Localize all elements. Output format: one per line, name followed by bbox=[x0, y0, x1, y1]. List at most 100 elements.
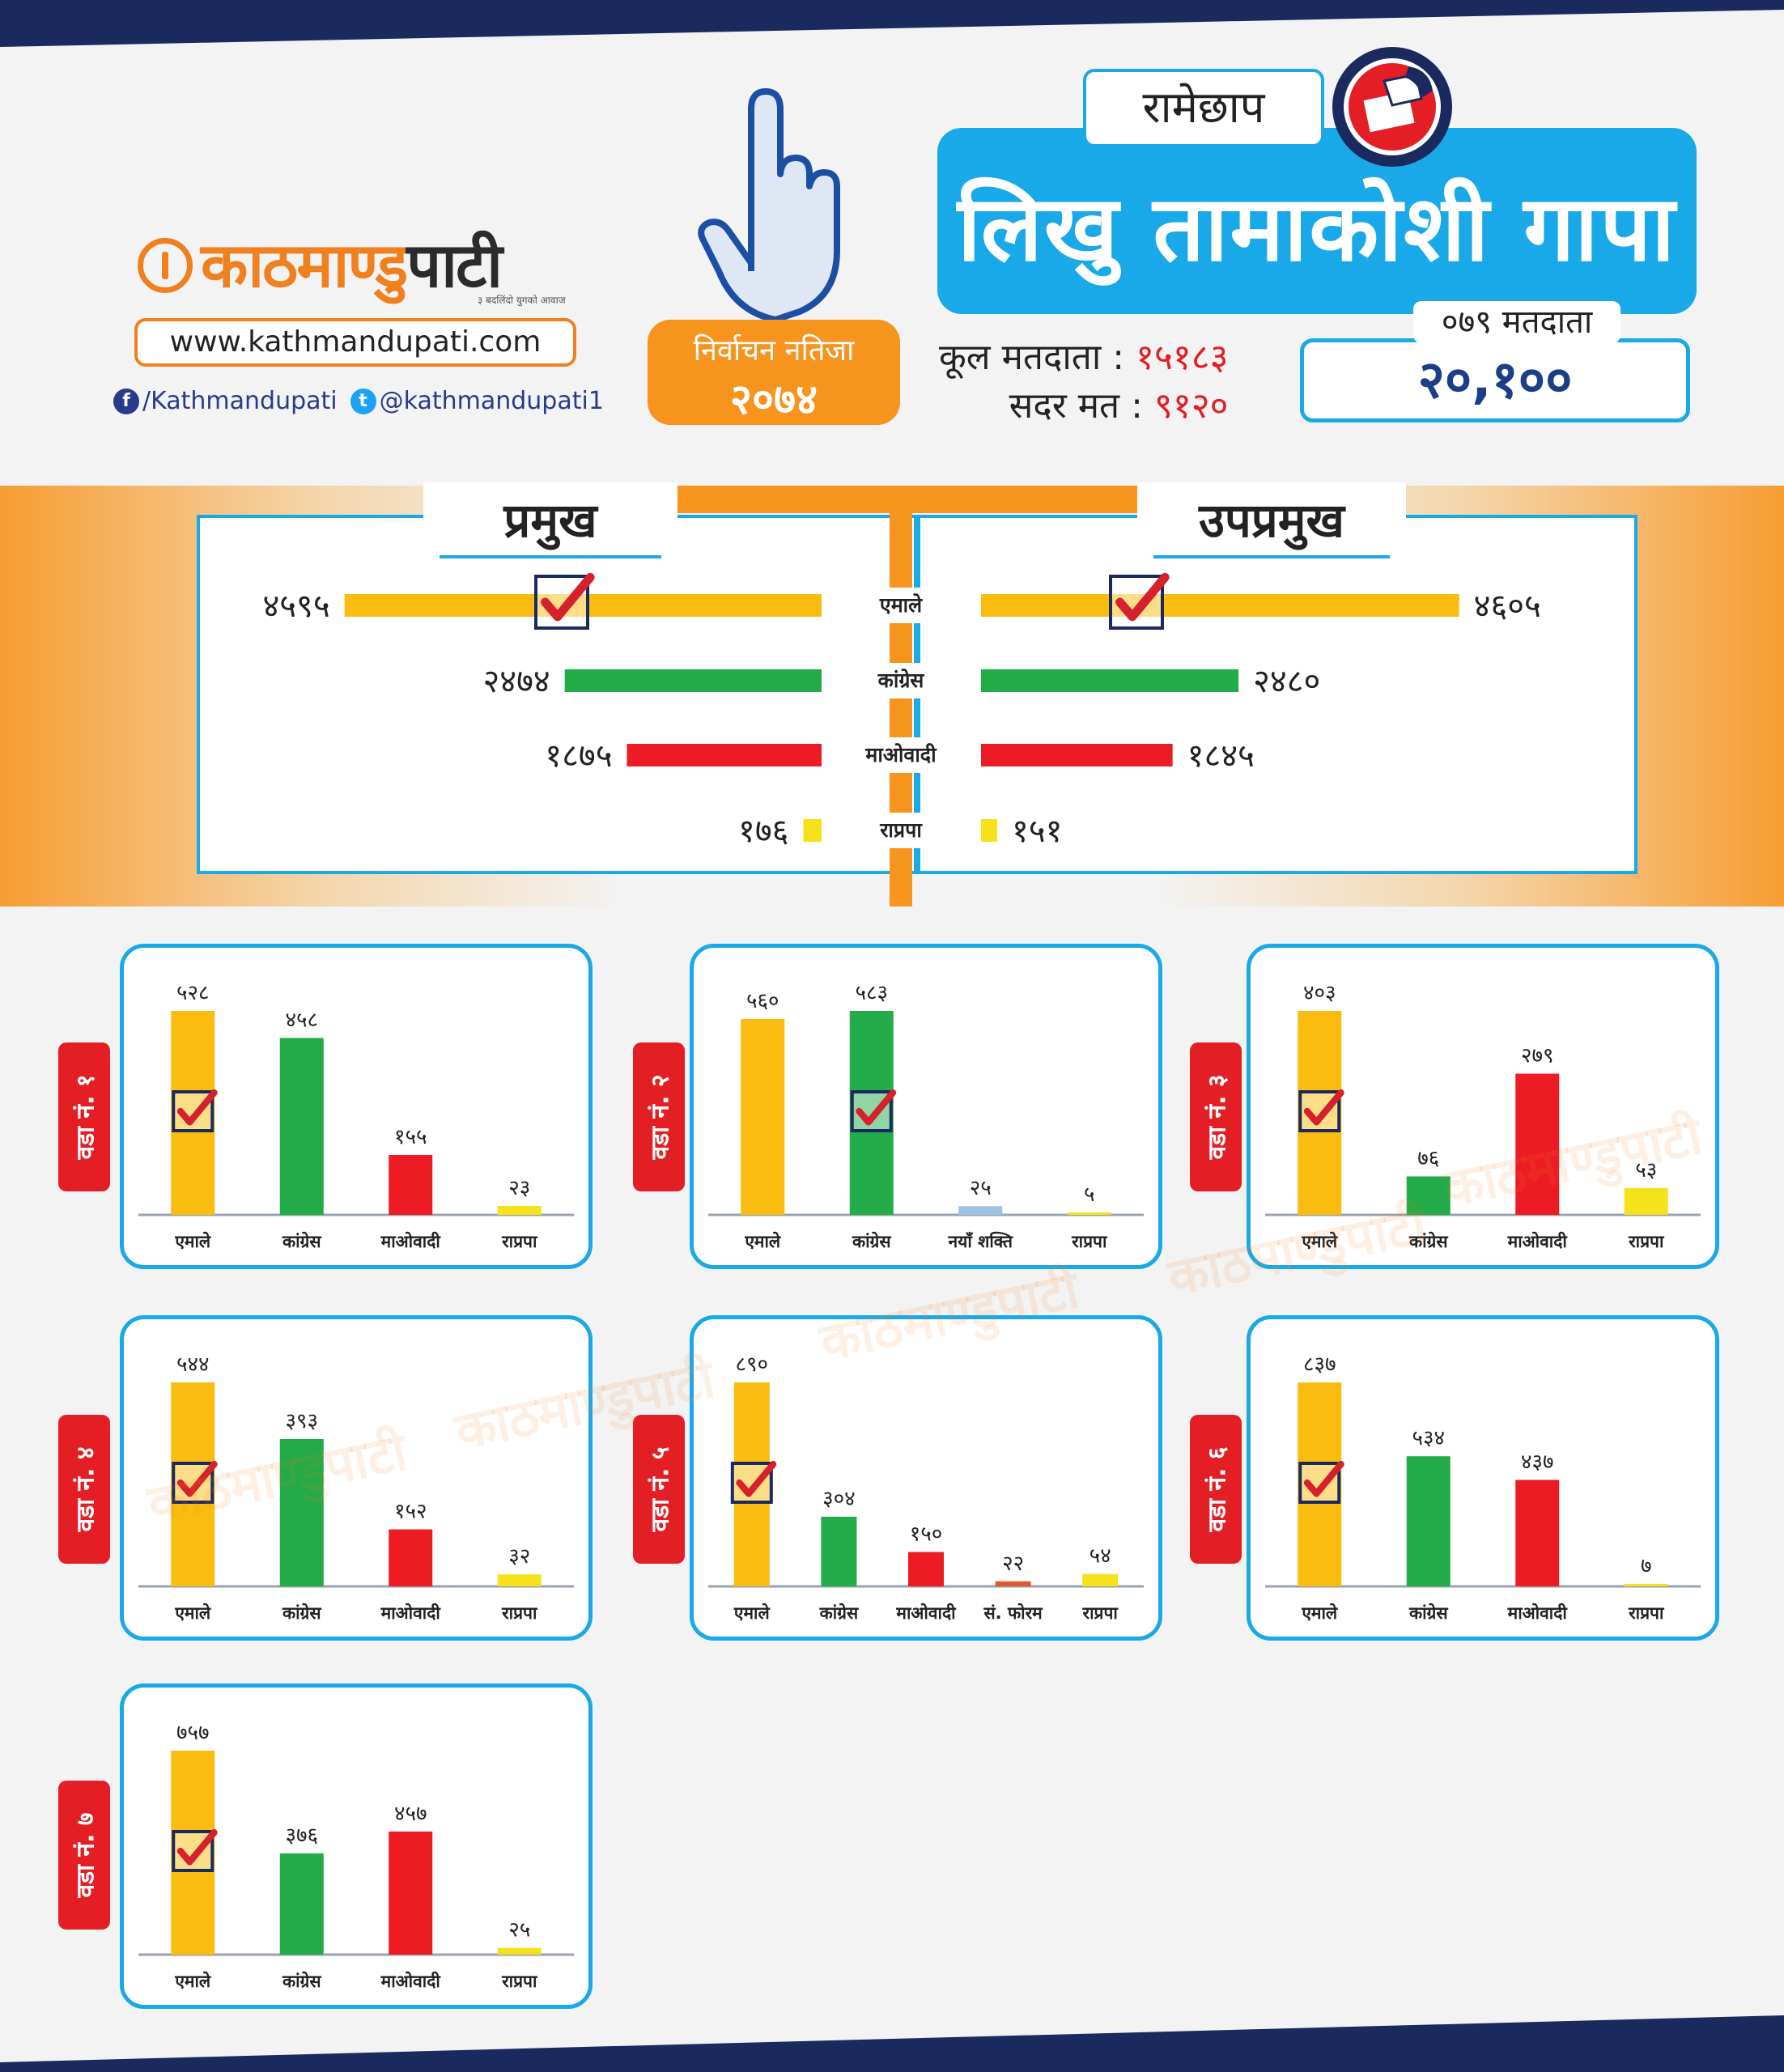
ward-card: ५६० एमाले ५८३ कांग्रेस २५ नयाँ शक्ति ५ राप्रपा bbox=[690, 944, 1162, 1269]
ward-bar bbox=[279, 1438, 324, 1586]
pramukh-winner-check-icon bbox=[534, 572, 595, 630]
ward-chart-svg: ७५७ एमाले ३७६ कांग्रेस ४५७ माओवादी २५ राप्रपा bbox=[138, 1721, 574, 1991]
ward-bar-value: १५५ bbox=[394, 1125, 427, 1149]
municipality-title: लिखु तामाकोशी गापा bbox=[937, 128, 1697, 314]
ward-bar-value: ३०४ bbox=[822, 1487, 856, 1511]
ward-bar bbox=[1624, 1584, 1668, 1586]
ward-bar-value: ५२८ bbox=[176, 981, 210, 1005]
ward-bar-value: ८९० bbox=[736, 1352, 769, 1377]
ward-bar-value: ४०३ bbox=[1303, 981, 1336, 1005]
winner-check-icon bbox=[172, 1089, 218, 1132]
ward-number-tab: वडा नं. ५ bbox=[633, 1415, 685, 1564]
ward-bar bbox=[497, 1947, 542, 1955]
ward-bar-value: ५३४ bbox=[1412, 1426, 1445, 1450]
ward-category-label: माओवादी bbox=[1507, 1231, 1569, 1251]
district-label: रामेछाप bbox=[1083, 69, 1324, 147]
ward-bar-value: ४५७ bbox=[394, 1802, 427, 1826]
ballot-box-icon bbox=[1332, 47, 1452, 167]
ward-category-label: एमाले bbox=[174, 1971, 211, 1991]
logo-mark-icon bbox=[138, 238, 193, 293]
ward-category-label: कांग्रेस bbox=[852, 1231, 891, 1251]
ward-bar bbox=[908, 1552, 944, 1586]
party-label: राप्रपा bbox=[848, 813, 954, 848]
ward-bar-value: ७६ bbox=[1417, 1146, 1439, 1170]
kathmandupati-logo: काठमाण्डुपाटी bbox=[138, 235, 503, 296]
pramukh-bar bbox=[803, 819, 822, 842]
twitter-icon: t bbox=[350, 388, 376, 414]
winner-check-icon bbox=[172, 1828, 218, 1872]
ward-chart-svg: ५६० एमाले ५८३ कांग्रेस २५ नयाँ शक्ति ५ राप्रपा bbox=[708, 981, 1144, 1251]
ward-chart-svg: ८३७ एमाले ५३४ कांग्रेस ४३७ माओवादी ७ राप्रपा bbox=[1265, 1352, 1701, 1623]
top-band bbox=[0, 0, 1784, 47]
ward-bar bbox=[995, 1581, 1031, 1586]
ward-card: ८३७ एमाले ५३४ कांग्रेस ४३७ माओवादी ७ राप्रपा bbox=[1247, 1315, 1719, 1641]
ward-card: ८९० एमाले ३०४ कांग्रेस १५० माओवादी २२ सं. फोरम ५… bbox=[690, 1315, 1162, 1641]
ward-category-label: एमाले bbox=[1301, 1603, 1338, 1623]
ward-category-label: एमाले bbox=[174, 1603, 211, 1623]
ward-category-label: कांग्रेस bbox=[282, 1971, 321, 1991]
winner-check-icon bbox=[730, 1460, 777, 1504]
website-link[interactable]: www.kathmandupati.com bbox=[134, 318, 576, 367]
upapramukh-value-label: १५१ bbox=[1012, 813, 1062, 850]
ward-bar bbox=[741, 1018, 785, 1215]
ward-bar bbox=[279, 1038, 324, 1215]
ward-chart-svg: ४०३ एमाले ७६ कांग्रेस २७९ माओवादी ५३ राप्रपा bbox=[1265, 981, 1701, 1251]
result-year: २०७४ bbox=[729, 376, 818, 424]
winner-check-icon bbox=[850, 1089, 897, 1132]
voters-079-label: ०७९ मतदाता bbox=[1413, 301, 1620, 343]
upapramukh-bar bbox=[981, 669, 1239, 692]
pramukh-bar bbox=[627, 744, 822, 766]
ward-bar-value: २२ bbox=[1002, 1552, 1024, 1576]
facebook-link[interactable]: /Kathmandupati bbox=[142, 387, 338, 415]
twitter-link[interactable]: @kathmandupati1 bbox=[379, 387, 604, 415]
ward-bar-value: २७९ bbox=[1521, 1044, 1554, 1068]
ward-number-label: वडा नं. ३ bbox=[1203, 1074, 1232, 1160]
ward-category-label: राप्रपा bbox=[501, 1972, 538, 1991]
ward-bar-value: ५४ bbox=[1090, 1544, 1111, 1569]
total-voters-value: १५१८३ bbox=[1136, 337, 1229, 378]
ward-bar-value: ५ bbox=[1084, 1182, 1095, 1207]
facebook-icon: f bbox=[113, 388, 139, 414]
ward-bar bbox=[389, 1831, 433, 1955]
ward-bar bbox=[1515, 1480, 1560, 1586]
ward-category-label: राप्रपा bbox=[501, 1603, 538, 1623]
ward-category-label: एमाले bbox=[733, 1603, 771, 1623]
valid-votes-value: ९१२० bbox=[1153, 385, 1229, 427]
ward-bar bbox=[1406, 1176, 1451, 1215]
party-label: एमाले bbox=[848, 588, 954, 623]
ward-bar-value: ५४४ bbox=[176, 1352, 210, 1377]
ward-bar bbox=[1406, 1456, 1451, 1586]
ward-category-label: राप्रपा bbox=[1628, 1232, 1665, 1251]
ward-category-label: राप्रपा bbox=[1071, 1232, 1108, 1251]
upapramukh-bar bbox=[981, 819, 997, 842]
upapramukh-value-label: ४६०५ bbox=[1474, 588, 1541, 625]
ward-bar-value: १५२ bbox=[394, 1500, 427, 1524]
ward-number-tab: वडा नं. ६ bbox=[1190, 1415, 1242, 1564]
ward-category-label: कांग्रेस bbox=[282, 1603, 321, 1623]
pramukh-heading: प्रमुख bbox=[423, 482, 677, 558]
upapramukh-bar bbox=[981, 744, 1173, 766]
ward-bar-value: ३२ bbox=[508, 1544, 530, 1569]
pramukh-bar bbox=[564, 669, 822, 692]
ward-bar-value: ४३७ bbox=[1521, 1450, 1554, 1474]
logo-text-orange: काठमाण्डु bbox=[201, 229, 408, 301]
ward-number-label: वडा नं. ५ bbox=[646, 1446, 675, 1532]
ward-bar-value: ३९३ bbox=[285, 1409, 318, 1433]
ward-category-label: राप्रपा bbox=[1082, 1603, 1119, 1623]
summary-svg: ४५९५ ४६०५ २४७४ २४८० १८७५ १८४५ १७६ १५१ bbox=[262, 572, 1541, 850]
winner-check-icon bbox=[1298, 1460, 1344, 1504]
ward-bar bbox=[1624, 1187, 1668, 1215]
party-label: माओवादी bbox=[848, 737, 954, 773]
ward-number-tab: वडा नं. १ bbox=[58, 1042, 110, 1191]
winner-check-icon bbox=[1298, 1089, 1344, 1132]
ward-bar bbox=[1515, 1073, 1560, 1215]
ward-card: ५४४ एमाले ३९३ कांग्रेस १५२ माओवादी ३२ राप्रपा bbox=[120, 1315, 593, 1641]
ward-category-label: सं. फोरम bbox=[983, 1603, 1043, 1623]
upapramukh-value-label: २४८० bbox=[1253, 663, 1320, 700]
winner-check-icon bbox=[172, 1460, 218, 1504]
valid-votes-label: सदर मत : bbox=[1009, 385, 1143, 427]
logo-text-dark: पाटी bbox=[406, 229, 503, 301]
ward-bar bbox=[279, 1853, 324, 1955]
election-result-badge: निर्वाचन नतिजा २०७४ bbox=[648, 320, 900, 425]
pramukh-value-label: १८७५ bbox=[545, 737, 612, 775]
